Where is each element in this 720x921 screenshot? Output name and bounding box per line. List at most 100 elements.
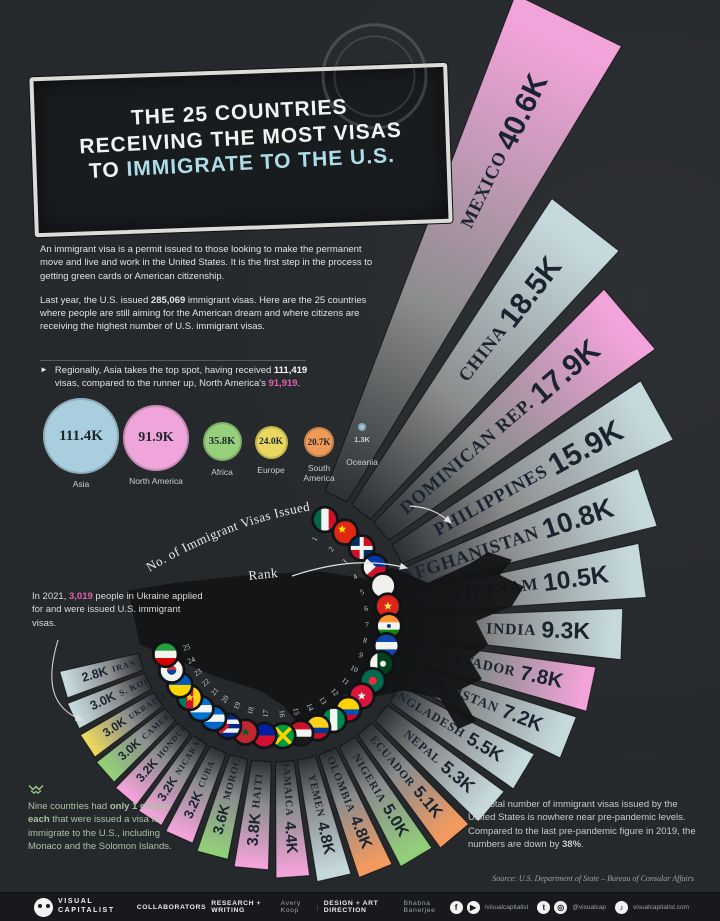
- rank-number-cameroon: 22: [200, 676, 212, 688]
- regional-note-text: Regionally, Asia takes the top spot, hav…: [54, 365, 308, 390]
- social-handle[interactable]: @visualcap: [572, 903, 606, 911]
- pandemic-note-text: The total number of immigrant visas issu…: [468, 799, 696, 850]
- flag-icon-iran: [151, 640, 180, 669]
- rank-number-bangladesh: 10: [349, 663, 360, 675]
- rank-number-ecuador: 12: [329, 686, 341, 698]
- rank-number-haiti: 17: [261, 709, 271, 718]
- owl-logo-icon: [34, 897, 53, 917]
- flag-icon-vietnam: [374, 592, 402, 620]
- rank-number-cuba: 19: [231, 700, 242, 711]
- social-links: f ▶ /visualcapitalist t ◎ @visualcap ♪ v…: [449, 900, 694, 914]
- rank-number-afghanistan: 5: [359, 587, 366, 597]
- research-name: Avery Koop: [280, 900, 301, 914]
- bar-morocco: [196, 753, 249, 860]
- rank-number-ukraine: 23: [192, 666, 203, 678]
- rank-number-honduras: 21: [209, 685, 221, 697]
- rank-number-nicaragua: 20: [219, 693, 231, 704]
- intro-paragraph-2: Last year, the U.S. issued 285,069 immig…: [40, 294, 367, 333]
- youtube-icon[interactable]: ▶: [466, 900, 480, 914]
- facebook-icon[interactable]: f: [449, 900, 463, 914]
- rank-number-s-korea: 24: [186, 654, 197, 665]
- twitter-icon[interactable]: t: [537, 900, 551, 914]
- rank-number-nepal: 11: [340, 675, 352, 687]
- bar-label-haiti: 3.8KHAITI: [245, 772, 269, 847]
- bar-ecuador: [357, 722, 470, 849]
- bar-iran: [58, 652, 145, 699]
- bar-philippines: [391, 380, 674, 565]
- section-divider: [40, 360, 306, 361]
- rank-number-mexico: 1: [310, 535, 320, 543]
- pointer-arrow-icon: ►: [40, 365, 48, 374]
- bar-china: [350, 197, 620, 521]
- us-map-silhouette: [128, 552, 524, 737]
- bar-yemen: [296, 755, 352, 883]
- bar-colombia: [318, 747, 393, 879]
- intro-block: An immigrant visa is a permit issued to …: [40, 243, 376, 345]
- bar-haiti: [233, 759, 272, 871]
- collaborators-label: COLLABORATORS: [136, 903, 207, 911]
- visas-axis-callout: No. of Immigrant Visas Issued: [143, 499, 311, 575]
- flag-ring: [151, 505, 403, 750]
- pandemic-note: The total number of immigrant visas issu…: [468, 782, 704, 851]
- rank-number-colombia: 14: [305, 702, 316, 713]
- flag-icon-afghanistan: [369, 572, 397, 600]
- bar-nigeria: [338, 736, 433, 868]
- rank-number-vietnam: 6: [364, 604, 369, 613]
- rank-callout: Rank: [248, 565, 279, 583]
- bar-ukraine: [79, 691, 164, 758]
- social-handle[interactable]: /visualcapitalist: [484, 903, 529, 911]
- rank-number-pakistan: 9: [357, 650, 364, 660]
- tiktok-icon[interactable]: ♪: [615, 900, 628, 914]
- bar-dominican-rep: [372, 288, 656, 542]
- bar-mexico: [324, 0, 623, 503]
- rank-number-china: 2: [326, 545, 336, 554]
- flag-icon-dominican-rep: [347, 534, 376, 562]
- bar-label-jamaica: JAMAICA4.4K: [277, 761, 300, 854]
- flag-icon-mexico: [311, 505, 339, 534]
- bar-s-korea: [66, 672, 153, 730]
- collaborators-credits: COLLABORATORS RESEARCH + WRITING Avery K…: [137, 900, 450, 914]
- instagram-icon[interactable]: ◎: [554, 900, 568, 914]
- rank-number-iran: 25: [182, 642, 192, 653]
- rank-number-yemen: 15: [291, 707, 302, 717]
- brand-name: VISUAL CAPITALIST: [58, 898, 115, 914]
- visas-callout-arrow: [409, 505, 452, 524]
- regional-note: ► Regionally, Asia takes the top spot, h…: [40, 364, 320, 391]
- footer-bar: VISUAL CAPITALIST COLLABORATORS RESEARCH…: [0, 892, 720, 921]
- ukraine-annotation: In 2021, 3,019 people in Ukraine applied…: [32, 590, 204, 630]
- nine-countries-note: Nine countries had only 1 citizen each t…: [28, 784, 180, 853]
- rank-number-el-salvador: 8: [362, 636, 368, 646]
- bar-cuba: [165, 745, 227, 844]
- rank-callout-arrow: [291, 562, 409, 577]
- bar-nepal: [374, 704, 505, 823]
- ukraine-annotation-text: In 2021, 3,019 people in Ukraine applied…: [32, 591, 203, 629]
- wings-icon: [468, 783, 484, 793]
- research-label: RESEARCH + WRITING: [211, 900, 262, 914]
- intro-paragraph-1: An immigrant visa is a permit issued to …: [40, 244, 373, 282]
- credits-divider: |: [316, 903, 319, 911]
- rank-number-dominican-rep: 3: [340, 557, 349, 566]
- social-handle[interactable]: visualcapitalist.com: [633, 903, 689, 911]
- rank-number-india: 7: [365, 620, 369, 629]
- bar-nicaragua: [137, 734, 208, 827]
- visual-capitalist-logo[interactable]: VISUAL CAPITALIST: [34, 897, 115, 917]
- design-label: DESIGN + ART DIRECTION: [323, 900, 379, 914]
- bar-bangladesh: [389, 684, 535, 790]
- page-title: THE 25 COUNTRIES RECEIVING THE MOST VISA…: [34, 89, 447, 187]
- bar-cameroon: [95, 707, 177, 783]
- bar-jamaica: [275, 760, 311, 879]
- design-name: Bhabna Banerjee: [403, 900, 436, 914]
- rank-number-nigeria: 13: [317, 695, 329, 706]
- source-line: Source: U.S. Department of State – Burea…: [492, 874, 694, 883]
- rank-number-jamaica: 16: [277, 710, 287, 718]
- bar-honduras: [114, 722, 192, 807]
- rank-number-philippines: 4: [351, 572, 359, 582]
- ukraine-callout-arrow: [51, 639, 84, 721]
- nine-countries-text: Nine countries had only 1 citizen each t…: [28, 801, 172, 852]
- rank-number-morocco: 18: [245, 706, 256, 716]
- bar-label-india: INDIA 9.3K: [486, 614, 591, 644]
- title-stamp: THE 25 COUNTRIES RECEIVING THE MOST VISA…: [29, 21, 453, 238]
- wings-icon: [28, 785, 44, 795]
